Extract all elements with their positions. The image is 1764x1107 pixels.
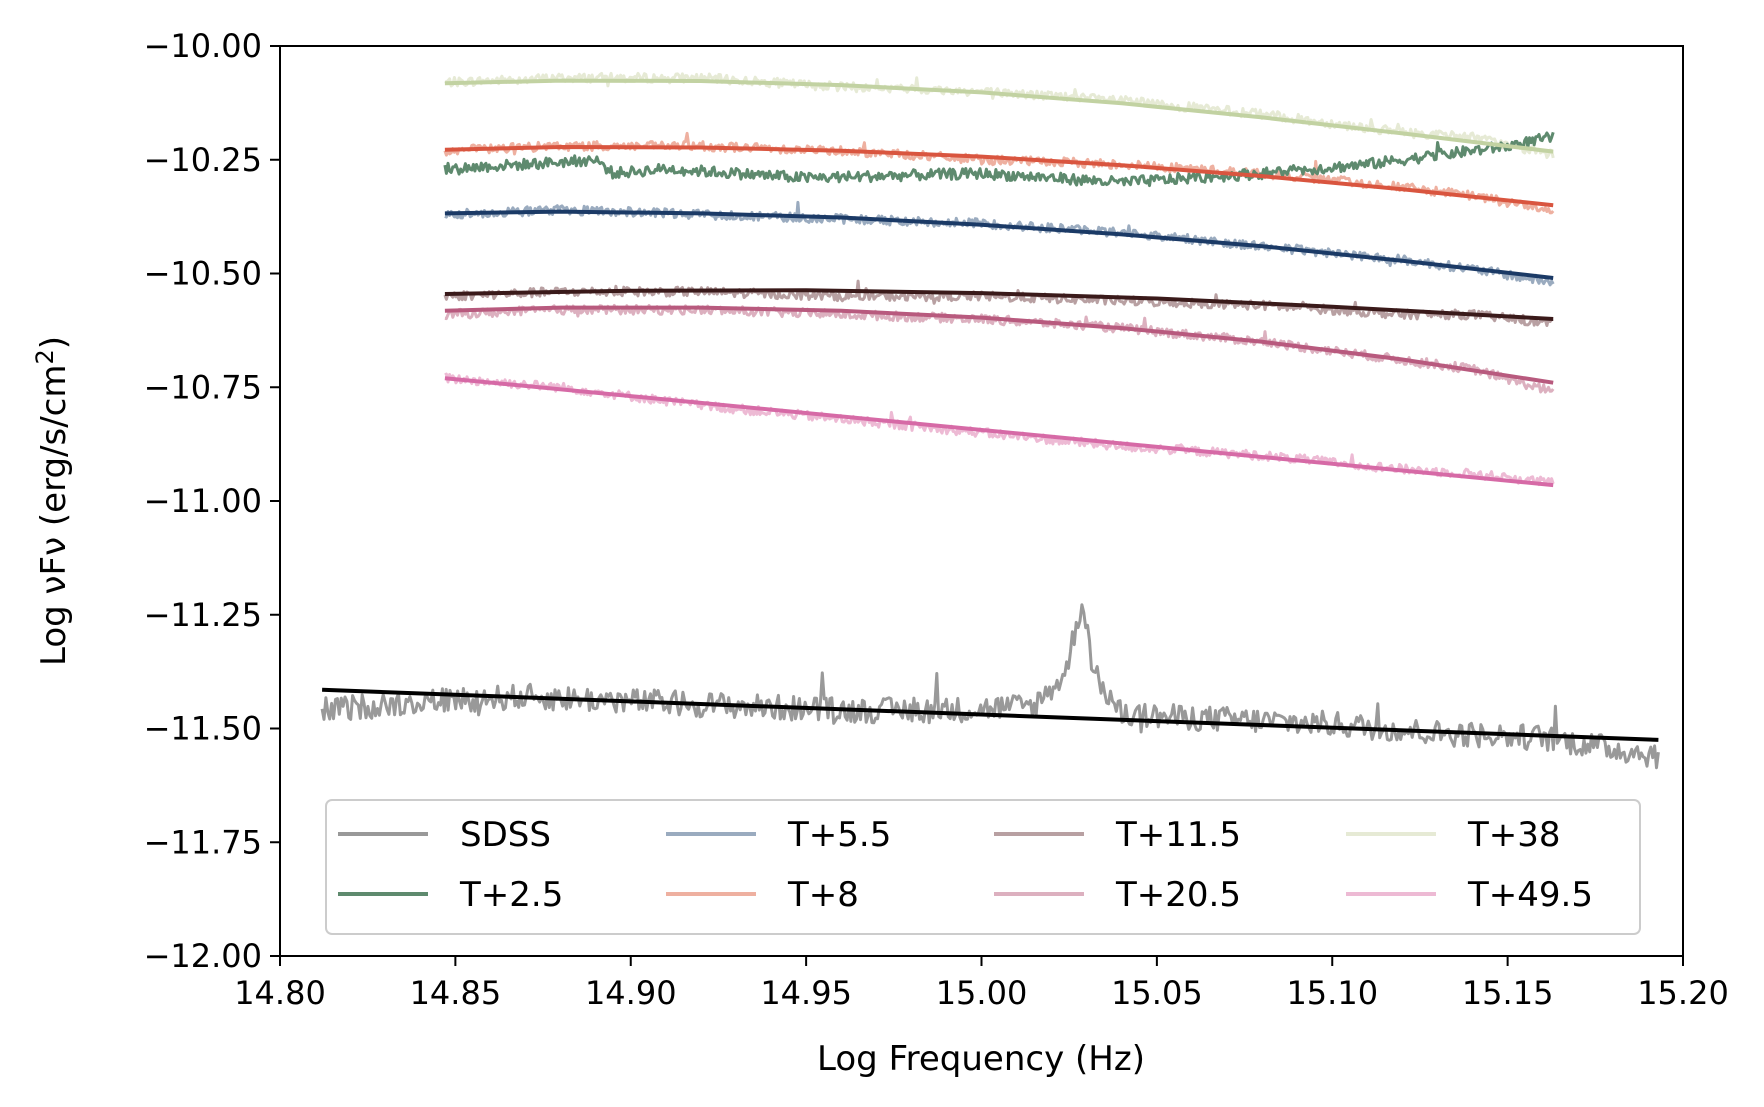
x-tick-label: 15.15 <box>1462 974 1554 1012</box>
series-tplus5-5-fit <box>444 209 1554 280</box>
x-tick-label: 14.80 <box>234 974 326 1012</box>
series-tplus49-5-fit <box>444 376 1554 488</box>
y-tick-label: −11.75 <box>144 823 262 861</box>
plot-area <box>320 71 1660 770</box>
y-tick-label: −11.25 <box>144 596 262 634</box>
legend-label-tplus49-5: T+49.5 <box>1467 875 1593 915</box>
series-tplus2-5-spectrum <box>443 131 1555 188</box>
series-sdss-spectrum <box>320 603 1660 770</box>
x-axis-label: Log Frequency (Hz) <box>817 1039 1145 1079</box>
x-tick-label: 14.90 <box>585 974 677 1012</box>
y-tick-label: −11.00 <box>144 482 262 520</box>
y-tick-label: −11.50 <box>144 710 262 748</box>
legend-label-tplus38: T+38 <box>1467 815 1561 855</box>
series-tplus20-5-fit <box>444 305 1554 385</box>
legend-label-tplus8: T+8 <box>787 875 859 915</box>
legend-label-tplus20-5: T+20.5 <box>1115 875 1241 915</box>
x-tick-label: 15.05 <box>1111 974 1203 1012</box>
series-tplus38-fit <box>444 78 1554 154</box>
legend-frame <box>325 799 1641 935</box>
legend: SDSS T+5.5 T+11.5 T+38 T+2.5 T+8 T+20.5 T+49.5 <box>325 799 1641 935</box>
legend-label-tplus5-5: T+5.5 <box>787 815 891 855</box>
axis-ticks: 14.80 14.85 14.90 14.95 15.00 15.05 15.10 15.15… <box>144 27 1729 1012</box>
y-tick-label: −12.00 <box>144 937 262 975</box>
legend-label-tplus2-5: T+2.5 <box>459 875 563 915</box>
series-tplus5-5-spectrum <box>444 200 1555 287</box>
series-tplus8-fit <box>444 144 1554 208</box>
x-tick-label: 15.10 <box>1286 974 1378 1012</box>
legend-label-tplus11-5: T+11.5 <box>1115 815 1241 855</box>
series-tplus11-5-fit <box>444 288 1554 321</box>
legend-label-sdss: SDSS <box>460 815 551 855</box>
x-tick-label: 14.85 <box>410 974 502 1012</box>
series-sdss-fit <box>322 687 1659 742</box>
y-axis-label: Log νFν (erg/s/cm2) <box>31 336 74 666</box>
x-tick-label: 15.20 <box>1637 974 1729 1012</box>
x-tick-label: 14.95 <box>760 974 852 1012</box>
y-tick-label: −10.75 <box>144 368 262 406</box>
y-tick-label: −10.50 <box>144 255 262 293</box>
x-tick-label: 15.00 <box>936 974 1028 1012</box>
y-tick-label: −10.00 <box>144 27 262 65</box>
y-tick-label: −10.25 <box>144 141 262 179</box>
